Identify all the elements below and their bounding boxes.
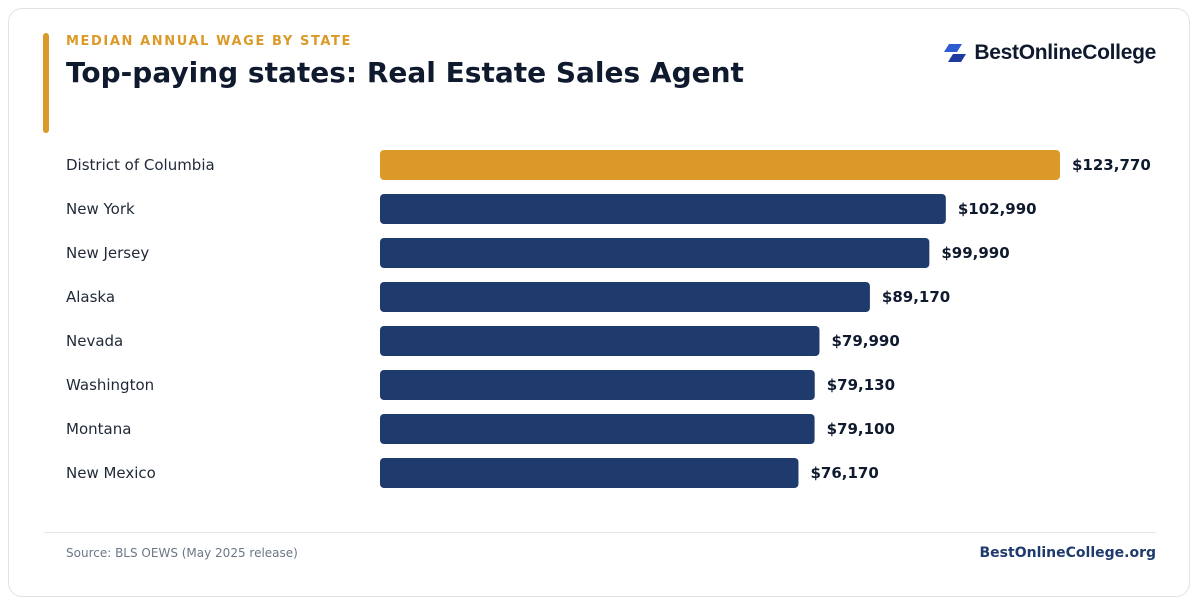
- value-label: $79,990: [831, 332, 899, 350]
- accent-bar: [43, 33, 49, 133]
- logo-icon: [944, 44, 967, 62]
- chart-eyebrow: MEDIAN ANNUAL WAGE BY STATE: [66, 34, 353, 49]
- value-label: $123,770: [1072, 156, 1151, 174]
- bar: [380, 150, 1060, 180]
- bar: [380, 194, 946, 224]
- value-label: $79,130: [827, 376, 895, 394]
- category-label: Washington: [66, 376, 154, 394]
- value-label: $89,170: [882, 288, 950, 306]
- source-note: Source: BLS OEWS (May 2025 release): [66, 546, 298, 560]
- value-label: $99,990: [941, 244, 1009, 262]
- category-label: Montana: [66, 420, 131, 438]
- bar: [380, 370, 815, 400]
- chart-title: Top-paying states: Real Estate Sales Age…: [66, 56, 744, 89]
- bar: [380, 458, 799, 488]
- category-label: New Jersey: [66, 244, 149, 262]
- bar: [380, 282, 870, 312]
- brand-logo: BestOnlineCollege: [942, 40, 1156, 66]
- footer-divider: [44, 532, 1156, 533]
- category-label: District of Columbia: [66, 156, 215, 174]
- site-link[interactable]: BestOnlineCollege.org: [979, 545, 1156, 561]
- category-label: New York: [66, 200, 135, 218]
- value-label: $79,100: [827, 420, 895, 438]
- value-label: $102,990: [958, 200, 1037, 218]
- bar: [380, 414, 815, 444]
- category-label: Alaska: [66, 288, 115, 306]
- value-label: $76,170: [810, 464, 878, 482]
- bar: [380, 238, 930, 268]
- logo-text: BestOnlineCollege: [974, 41, 1156, 64]
- category-label: Nevada: [66, 332, 123, 350]
- category-label: New Mexico: [66, 464, 156, 482]
- bar: [380, 326, 820, 356]
